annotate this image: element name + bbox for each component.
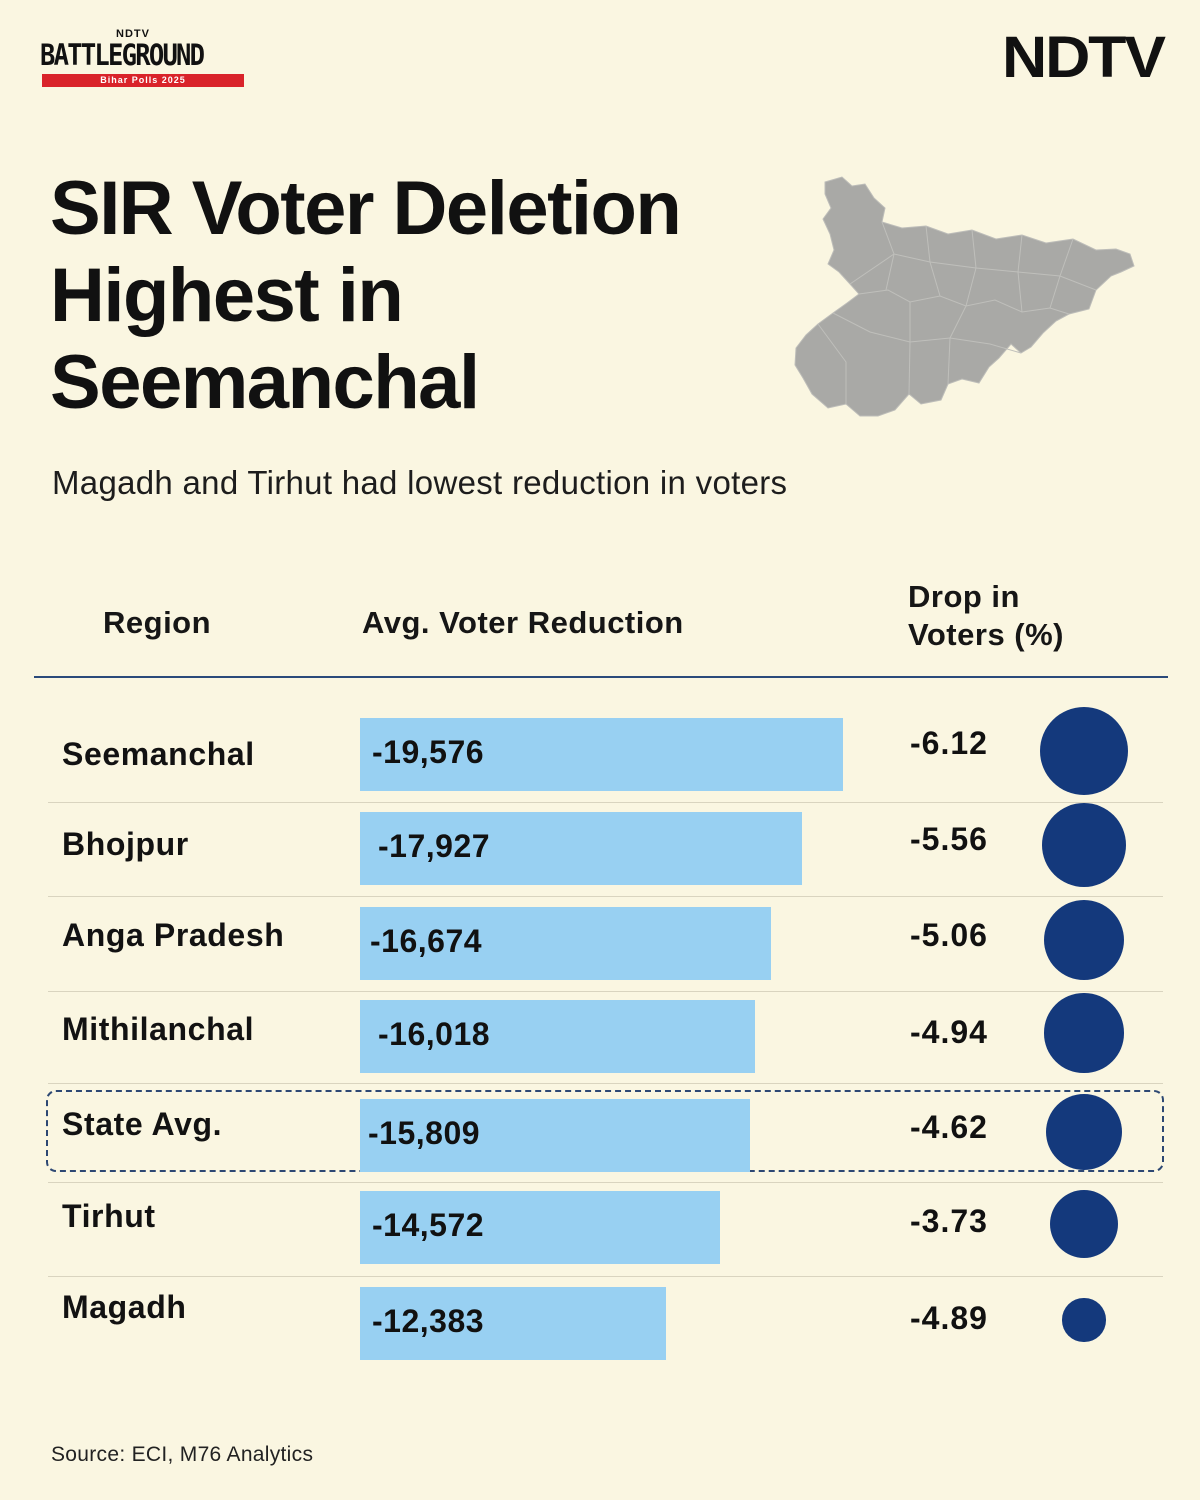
battleground-strip: Bihar Polls 2025 [42,74,244,87]
dot-magadh [1062,1298,1106,1342]
region-label-bhojpur: Bhojpur [62,826,189,862]
bar-label-tirhut: -14,572 [372,1207,485,1243]
region-label-state-avg: State Avg. [62,1106,223,1142]
region-label-seemanchal: Seemanchal [62,736,255,772]
bar-magadh [360,1287,666,1360]
row-divider [48,802,1163,803]
region-label-tirhut: Tirhut [62,1198,156,1234]
region-label-anga-pradesh: Anga Pradesh [62,917,285,953]
column-header-region: Region [103,605,212,640]
bihar-district-lines [817,221,1097,404]
battleground-wordmark: BATTLEGROUND [40,38,205,72]
dot-seemanchal [1040,707,1128,795]
bar-mithilanchal [360,1000,755,1073]
bar-seemanchal [360,718,843,791]
row-divider [48,896,1163,897]
header-divider [34,676,1168,678]
column-header-drop-line-1: Drop in [908,579,1020,614]
bar-label-anga-pradesh: -16,674 [370,923,483,959]
bar-anga-pradesh [360,907,771,980]
pct-label-mithilanchal: -4.94 [910,1014,988,1050]
pct-label-magadh: -4.89 [910,1300,988,1336]
bar-bhojpur [360,812,802,885]
title-line-1: SIR Voter Deletion [50,166,682,251]
chart-subtitle: Magadh and Tirhut had lowest reduction i… [52,464,788,501]
bar-tirhut [360,1191,720,1264]
dot-bhojpur [1042,803,1126,887]
region-label-mithilanchal: Mithilanchal [62,1011,255,1047]
bar-label-mithilanchal: -16,018 [378,1016,491,1052]
column-header-avg-reduction: Avg. Voter Reduction [362,605,684,640]
bar-label-state-avg: -15,809 [368,1115,481,1151]
dot-tirhut [1049,1189,1119,1259]
chart-title: SIR Voter Deletion Highest in Seemanchal [50,165,790,426]
pct-label-bhojpur: -5.56 [910,821,988,857]
dot-anga-pradesh [1043,899,1124,980]
bihar-map-icon [794,176,1135,417]
pct-label-state-avg: -4.62 [910,1109,988,1145]
dot-state-avg [1045,1093,1123,1171]
row-divider [48,1276,1163,1277]
row-divider [48,1083,1163,1084]
source-note: Source: ECI, M76 Analytics [51,1443,314,1466]
row-divider [48,1182,1163,1183]
column-header-drop-percent: Drop in Voters (%) [908,578,1064,654]
column-header-drop-line-2: Voters (%) [908,617,1065,652]
bar-state-avg [360,1099,750,1172]
row-divider [48,991,1163,992]
title-line-2: Highest in [50,253,404,338]
pct-label-tirhut: -3.73 [910,1203,988,1239]
ndtv-logo: NDTV [1002,25,1166,90]
battleground-logo: NDTV BATTLEGROUND Bihar Polls 2025 [40,28,250,90]
title-line-3: Seemanchal [50,340,480,425]
bar-label-bhojpur: -17,927 [378,828,491,864]
region-label-magadh: Magadh [62,1289,187,1325]
bihar-map-shape [794,176,1135,417]
ndtv-logo-text: NDTV [1002,25,1166,90]
bar-label-magadh: -12,383 [372,1303,485,1339]
bar-label-seemanchal: -19,576 [372,734,485,770]
dot-mithilanchal [1044,993,1124,1073]
pct-label-seemanchal: -6.12 [910,725,988,761]
battleground-ndtv-text: NDTV [116,28,150,40]
pct-label-anga-pradesh: -5.06 [910,917,988,953]
